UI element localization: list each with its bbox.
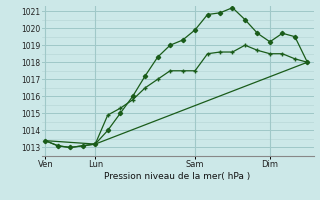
X-axis label: Pression niveau de la mer( hPa ): Pression niveau de la mer( hPa )	[104, 172, 251, 181]
